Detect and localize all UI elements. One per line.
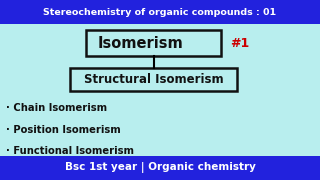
Text: Isomerism: Isomerism [98, 36, 184, 51]
FancyBboxPatch shape [70, 68, 237, 91]
Text: · Chain Isomerism: · Chain Isomerism [6, 103, 108, 113]
Text: Structural Isomerism: Structural Isomerism [84, 73, 223, 86]
Text: · Position Isomerism: · Position Isomerism [6, 125, 121, 135]
Text: #1: #1 [230, 37, 250, 50]
Text: Stereochemistry of organic compounds : 01: Stereochemistry of organic compounds : 0… [44, 8, 276, 17]
Bar [0, 156, 320, 180]
Text: · Functional Isomerism: · Functional Isomerism [6, 146, 134, 156]
FancyBboxPatch shape [86, 30, 221, 56]
Bar [0, 0, 320, 24]
Text: Bsc 1st year | Organic chemistry: Bsc 1st year | Organic chemistry [65, 162, 255, 173]
